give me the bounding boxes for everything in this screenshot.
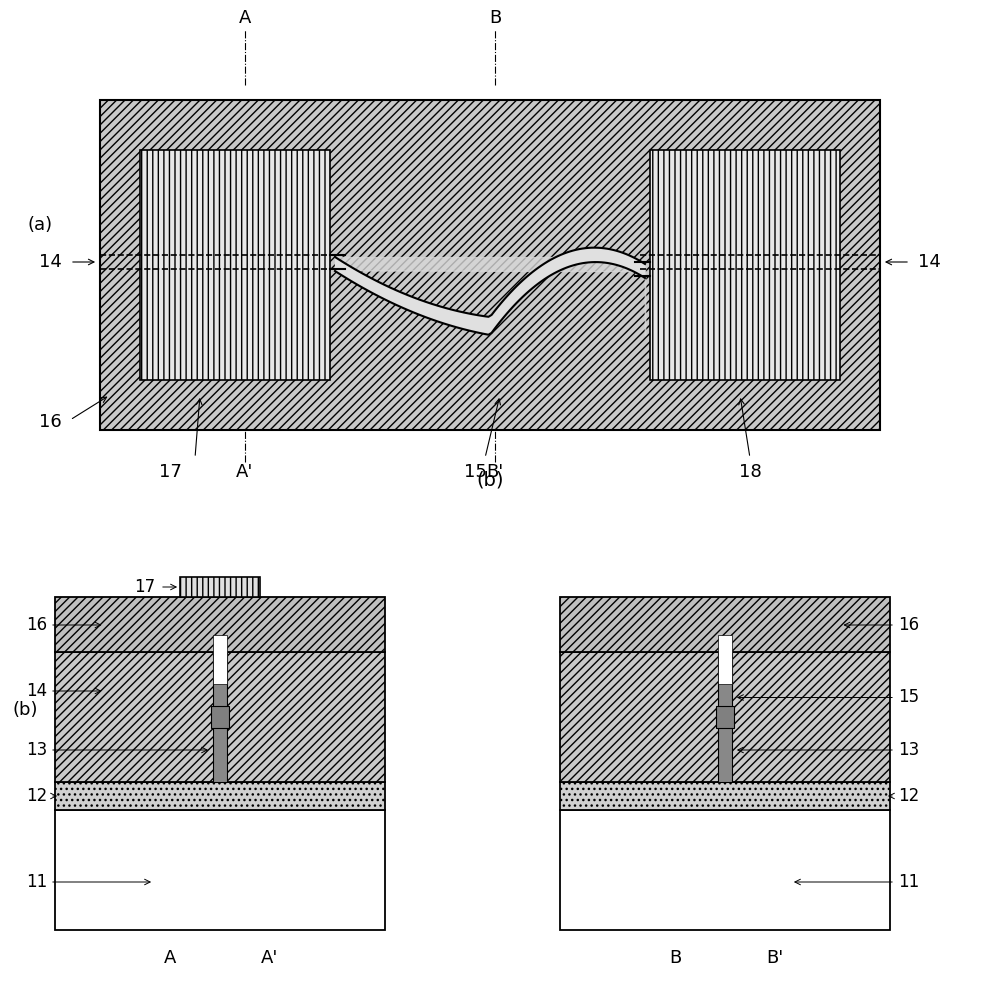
- Text: 13: 13: [898, 741, 919, 759]
- Text: 12: 12: [898, 787, 919, 805]
- Text: 12: 12: [26, 787, 47, 805]
- Text: 14: 14: [26, 682, 47, 700]
- Bar: [213, 652, 227, 782]
- Text: 16: 16: [26, 616, 47, 634]
- Bar: [560, 597, 890, 652]
- Bar: [100, 100, 880, 430]
- Text: B': B': [766, 949, 784, 967]
- Bar: [140, 150, 330, 380]
- Text: 18: 18: [738, 463, 761, 481]
- Text: 15: 15: [898, 688, 919, 706]
- Bar: [560, 652, 890, 782]
- Text: 14: 14: [39, 253, 62, 271]
- Text: B: B: [489, 9, 501, 27]
- Bar: [180, 577, 260, 597]
- Text: 17: 17: [158, 463, 182, 481]
- Text: (b): (b): [12, 701, 37, 719]
- Bar: [213, 635, 227, 684]
- Bar: [55, 652, 385, 782]
- Text: A': A': [261, 949, 279, 967]
- Text: B': B': [486, 463, 504, 481]
- Bar: [211, 706, 229, 728]
- Text: 11: 11: [26, 873, 47, 891]
- Text: 11: 11: [898, 873, 919, 891]
- Polygon shape: [335, 248, 645, 335]
- Text: 16: 16: [39, 413, 62, 431]
- Text: A: A: [164, 949, 176, 967]
- Bar: [560, 810, 890, 930]
- Bar: [718, 652, 732, 782]
- Bar: [718, 635, 732, 684]
- Text: (b): (b): [476, 471, 504, 489]
- Text: A': A': [237, 463, 253, 481]
- Text: 16: 16: [898, 616, 919, 634]
- Bar: [650, 150, 840, 380]
- Bar: [716, 706, 734, 728]
- Text: 15: 15: [464, 463, 486, 481]
- Text: 13: 13: [26, 741, 47, 759]
- Text: (a): (a): [27, 216, 53, 234]
- Bar: [55, 782, 385, 810]
- Bar: [55, 597, 385, 652]
- Text: A: A: [239, 9, 251, 27]
- Text: B: B: [669, 949, 682, 967]
- Bar: [55, 810, 385, 930]
- Text: 14: 14: [918, 253, 941, 271]
- Text: 17: 17: [134, 578, 155, 596]
- Bar: [560, 782, 890, 810]
